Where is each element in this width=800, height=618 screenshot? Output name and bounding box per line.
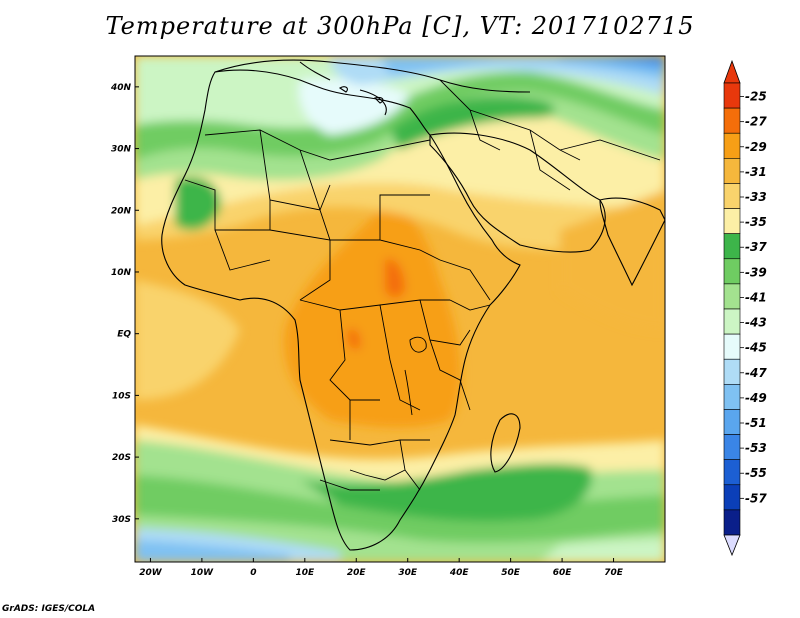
colorbar-swatch [723, 308, 741, 335]
colorbar-label: -27 [745, 115, 767, 129]
colorbar-label: -45 [745, 341, 767, 355]
colorbar-lower-triangle [723, 534, 741, 557]
lon-tick-label: 10E [295, 568, 315, 578]
colorbar-label: -35 [745, 215, 767, 229]
lat-tick-label: 10S [112, 391, 131, 401]
lake-tanganyika [404, 369, 413, 416]
lat-tick-label: EQ [117, 330, 131, 340]
map-axes: 20W 10W 0 10E 20E 30E 40E 50E 60E 70E 40N 30N 20N 10N… [110, 83, 624, 578]
colorbar-swatch [723, 384, 741, 410]
lon-tick-label: 20E [347, 568, 367, 578]
lake-victoria [409, 336, 427, 353]
arabia-coastline [429, 132, 606, 253]
temperature-field [135, 56, 665, 562]
colorbar-swatch [723, 283, 741, 310]
lon-tick-label: 60E [553, 568, 573, 578]
lat-tick-label: 20S [112, 453, 131, 463]
europe-coastline [214, 59, 531, 116]
field-band-north-blue [380, 56, 665, 80]
colorbar-swatch [723, 358, 741, 385]
mediterranean-islands [338, 86, 384, 104]
colorbar-swatch [723, 434, 741, 460]
field-core-orange [284, 208, 461, 428]
colorbar-swatch [723, 484, 741, 511]
colorbar-label: -33 [745, 190, 767, 204]
lon-tick-label: 70E [604, 568, 624, 578]
lon-tick-label: 20W [139, 568, 163, 578]
field-band-south-blue [135, 540, 290, 562]
lon-tick-label: 0 [250, 568, 256, 578]
lon-tick-label: 30E [398, 568, 418, 578]
colorbar: -25 -27 -29 -31 -33 -35 -37 -39 -41 -43 -45 -47 -49 -… [723, 59, 767, 557]
colorbar-label: -39 [745, 265, 767, 279]
colorbar-swatch [723, 409, 741, 435]
colorbar-label: -57 [745, 491, 767, 505]
border-west-africa [184, 179, 331, 301]
field-east-orange [560, 190, 665, 330]
colorbar-swatch [723, 233, 741, 260]
field-band-north-cyan [298, 78, 410, 135]
colorbar-swatch [723, 82, 741, 109]
lat-tick-label: 10N [111, 268, 132, 278]
colorbar-label: -51 [745, 416, 767, 430]
field-band-south-dark-green [300, 463, 592, 522]
field-band-north-deep-blue [615, 56, 665, 64]
india-coastline [599, 197, 665, 287]
colorbar-label: -49 [745, 391, 767, 405]
colorbar-swatch [723, 132, 741, 159]
lon-tick-label: 50E [501, 568, 521, 578]
colorbar-swatch [723, 208, 741, 234]
border-north-africa [204, 129, 441, 261]
colorbar-upper-triangle [723, 59, 741, 84]
colorbar-label: -43 [745, 316, 767, 330]
colorbar-label: -47 [745, 366, 767, 380]
border-middle-east [439, 79, 661, 191]
colorbar-label: -37 [745, 240, 767, 254]
colorbar-swatch [723, 509, 741, 536]
lat-tick-label: 20N [111, 206, 132, 216]
lat-tick-label: 40N [110, 83, 132, 93]
colorbar-swatch [723, 158, 741, 184]
lon-tick-label: 40E [449, 568, 470, 578]
madagascar-coastline [490, 413, 521, 473]
field-west-pale [135, 280, 240, 400]
lat-tick-label: 30S [112, 515, 131, 525]
colorbar-swatch [723, 258, 741, 285]
lat-tick-label: 30N [111, 145, 132, 155]
map-frame [134, 55, 666, 563]
map-title: Temperature at 300hPa [C], VT: 201710271… [105, 12, 695, 40]
colorbar-label: -29 [745, 140, 767, 154]
colorbar-swatch [723, 183, 741, 209]
border-east-africa [429, 259, 491, 411]
colorbar-label: -55 [745, 466, 767, 480]
colorbar-label: -25 [745, 90, 767, 104]
country-borders [184, 79, 661, 491]
colorbar-label: -53 [745, 441, 767, 455]
africa-coastline [161, 69, 521, 551]
colorbar-label: -31 [745, 165, 767, 179]
field-core-dark-orange-2 [347, 328, 361, 350]
lon-tick-label: 10W [191, 568, 215, 578]
coastlines [161, 59, 665, 551]
field-band-north-dark-green [175, 176, 221, 230]
border-central-africa [299, 299, 471, 411]
field-core-dark-orange [385, 259, 405, 298]
credit-label: GrADS: IGES/COLA [2, 604, 96, 614]
colorbar-label: -41 [745, 290, 767, 304]
colorbar-swatch [723, 333, 741, 360]
field-band-south-light-blue [540, 538, 665, 562]
border-southern-africa [319, 400, 430, 491]
colorbar-swatch [723, 107, 741, 134]
colorbar-swatch [723, 459, 741, 486]
